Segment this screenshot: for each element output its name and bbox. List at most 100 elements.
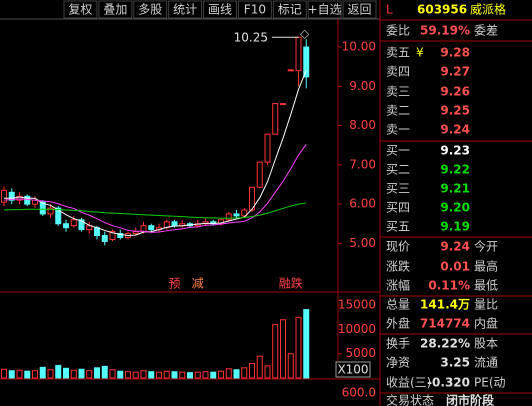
toolbar-button[interactable]	[307, 0, 342, 19]
candle-body	[132, 231, 139, 235]
toolbar-label[interactable]: 标记	[278, 3, 302, 17]
volume-bar	[295, 316, 302, 379]
event-marker: 减	[192, 277, 204, 291]
volume-tick-label: 15000	[338, 298, 376, 312]
quote-value: 9.23	[440, 144, 470, 158]
diamond-marker: ◇	[300, 27, 310, 41]
volume-tick-label: 10000	[338, 322, 376, 336]
quote-extra: 最低	[474, 279, 498, 293]
quote-value: 9.25	[440, 104, 470, 118]
candle-body	[8, 191, 15, 201]
price-tick-label: 5.00	[349, 236, 376, 250]
quote-label: 交易状态	[386, 393, 434, 406]
toolbar-label[interactable]: F10	[244, 3, 266, 17]
toolbar-button[interactable]	[133, 0, 168, 19]
volume-bar	[241, 367, 248, 379]
candle-body	[272, 103, 279, 135]
quote-extra: 内盘	[474, 316, 498, 331]
price-tick-label: 8.00	[349, 118, 376, 132]
quote-label: 卖一	[386, 123, 410, 137]
toolbar-label[interactable]: 复权	[68, 3, 92, 17]
volume-bar	[280, 319, 286, 379]
volume-bar	[94, 367, 100, 379]
quote-value: 141.4万	[420, 298, 470, 312]
volume-bar	[163, 370, 170, 379]
volume-bar	[249, 362, 255, 379]
volume-bar	[16, 369, 23, 379]
volume-bar	[140, 370, 147, 379]
price-tick-label: 7.00	[349, 157, 376, 171]
toolbar-label[interactable]: 返回	[348, 3, 372, 17]
quote-label: 涨幅	[386, 278, 410, 293]
quote-value: 9.21	[440, 182, 470, 196]
volume-bar	[272, 324, 279, 379]
toolbar-button[interactable]	[342, 0, 377, 19]
quote-value: 闭市阶段	[446, 393, 495, 406]
quote-extra: 量比	[474, 298, 498, 312]
quote-value: 59.19%	[420, 24, 470, 38]
toolbar-label[interactable]: 画线	[208, 3, 232, 17]
quote-label: 外盘	[386, 316, 410, 331]
quote-label: 卖二	[386, 104, 410, 118]
quote-value: 9.26	[440, 85, 470, 99]
volume-bar	[109, 369, 116, 379]
toolbar-button[interactable]	[237, 0, 272, 19]
candle-body	[47, 207, 54, 215]
volume-bar	[256, 355, 263, 379]
candle-body	[16, 195, 23, 201]
quote-value: 9.27	[440, 65, 470, 79]
quote-label: 涨跌	[386, 259, 410, 274]
candle-body	[171, 221, 178, 227]
candle-body	[249, 186, 255, 211]
candle-body	[24, 195, 31, 205]
price-tick-label: 10.00	[342, 40, 376, 54]
quote-value: 9.22	[440, 163, 470, 177]
quote-extra: PE(动	[474, 376, 506, 390]
candle-body	[39, 201, 46, 215]
quote-label: 总量	[386, 298, 410, 312]
quote-value: 28.22%	[420, 337, 470, 351]
candle-body	[256, 161, 263, 188]
quote-label: 买一	[386, 144, 410, 158]
toolbar-label[interactable]: 统计	[173, 3, 197, 17]
volume-bar	[55, 364, 62, 379]
candle-body	[241, 209, 248, 217]
volume-tick-label: 5000	[345, 346, 376, 360]
quote-label: 买三	[386, 182, 410, 196]
moving-average	[3, 144, 307, 233]
candle-body	[287, 69, 294, 72]
quote-extra: 最高	[474, 259, 498, 274]
toolbar-button[interactable]	[168, 0, 203, 19]
quote-value: 0.11%	[428, 279, 470, 293]
toolbar-label[interactable]: 多股	[138, 3, 162, 17]
quote-extra: 今开	[474, 239, 498, 254]
volume-bar	[8, 370, 15, 379]
quote-extra: 流通	[474, 356, 498, 370]
toolbar-button[interactable]	[272, 0, 307, 19]
volume-bar	[1, 368, 7, 379]
candle-body	[264, 133, 271, 163]
toolbar-label[interactable]: +自选	[308, 3, 342, 17]
candle-body	[295, 36, 302, 72]
quote-label: 收益(三)	[386, 376, 431, 390]
volume-bar	[202, 371, 209, 379]
volume-bar	[187, 372, 193, 379]
toolbar-button[interactable]	[98, 0, 133, 19]
toolbar-label[interactable]: 叠加	[103, 3, 127, 17]
quote-name: 威派格	[470, 2, 506, 17]
volume-bar	[218, 370, 224, 379]
candle-body	[148, 225, 155, 231]
candle-body	[1, 189, 7, 203]
quote-label: 现价	[386, 240, 410, 254]
candle-body	[303, 46, 310, 78]
volume-bar	[39, 366, 46, 379]
volume-bar	[179, 371, 186, 379]
quote-value: 9.20	[440, 201, 470, 215]
toolbar-button[interactable]	[203, 0, 237, 19]
quote-value: 9.19	[440, 220, 470, 234]
toolbar-button[interactable]	[63, 0, 98, 19]
candle-body	[233, 213, 240, 217]
volume-bar	[24, 370, 31, 379]
